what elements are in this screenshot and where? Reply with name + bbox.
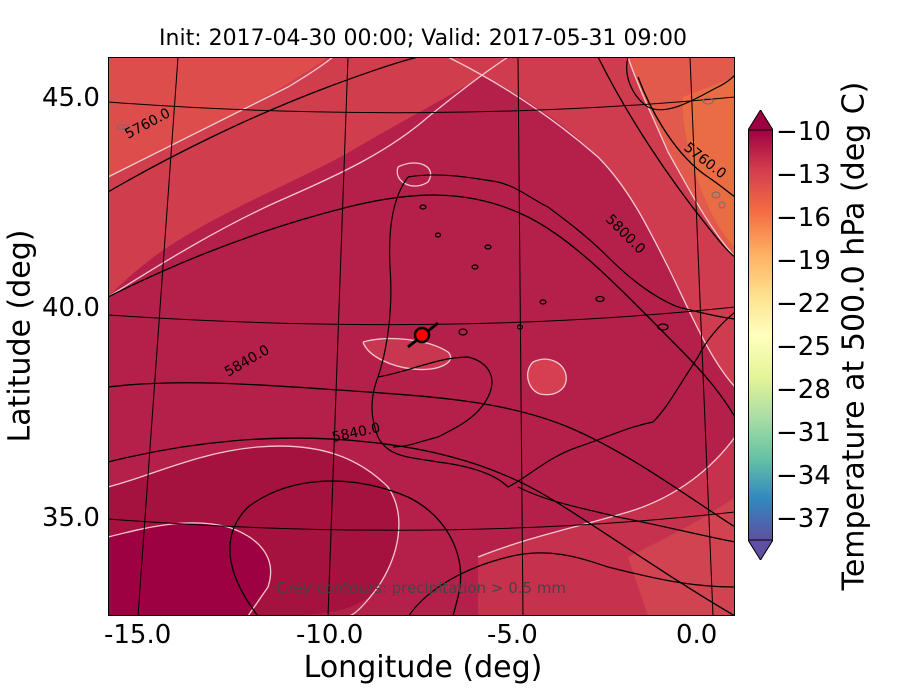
map-panel: 5760.0 5760.0 5800.0 5840.0 5840.0 Grey …	[108, 57, 735, 616]
isotherm-contours	[108, 57, 735, 616]
colorbar-gradient	[748, 129, 773, 541]
ytick-45: 45.0	[42, 83, 100, 113]
xtick-0: 0.0	[676, 620, 718, 650]
temperature-patch-central	[363, 338, 451, 370]
geopotential-contours	[108, 57, 735, 616]
cbtick-minus19: −19	[776, 246, 831, 276]
temperature-band-east-warmest	[682, 77, 735, 247]
ytick-40: 40.0	[42, 293, 100, 323]
map-frame	[108, 57, 735, 616]
cbtick-minus25: −25	[776, 332, 831, 362]
cbtick-minus10: −10	[776, 117, 831, 147]
cbtick-minus22: −22	[776, 289, 831, 319]
xtick-minus5: -5.0	[487, 620, 538, 650]
cbtick-minus16: −16	[776, 203, 831, 233]
coastlines	[371, 57, 735, 616]
graticule	[108, 57, 735, 616]
cbtick-minus31: −31	[776, 418, 831, 448]
cbtick-minus28: −28	[776, 375, 831, 405]
ytick-35: 35.0	[42, 503, 100, 533]
map-title: Init: 2017-04-30 00:00; Valid: 2017-05-3…	[159, 26, 687, 51]
location-point	[413, 326, 431, 344]
cbtick-minus13: −13	[776, 160, 831, 190]
colorbar-max-arrow	[748, 110, 773, 131]
colorbar-label: Temperature at 500.0 hPa (deg C)	[836, 81, 872, 591]
temperature-patch-iberia	[527, 359, 567, 395]
location-marker	[407, 321, 439, 349]
colorbar-min-arrow	[748, 539, 773, 560]
xtick-minus15: -15.0	[104, 620, 172, 650]
temperature-band-north	[108, 57, 328, 177]
y-axis-label: Latitude (deg)	[2, 229, 38, 443]
x-axis-label: Longitude (deg)	[303, 650, 543, 685]
xtick-minus10: -10.0	[296, 620, 364, 650]
islands	[419, 204, 669, 336]
colorbar	[748, 110, 773, 560]
precipitation-contours	[116, 97, 726, 209]
precipitation-note: Grey contours: precipitation > 0.5 mm	[276, 579, 566, 597]
cbtick-minus37: −37	[776, 504, 831, 534]
temperature-core-inner	[108, 522, 271, 616]
cbtick-minus34: −34	[776, 461, 831, 491]
